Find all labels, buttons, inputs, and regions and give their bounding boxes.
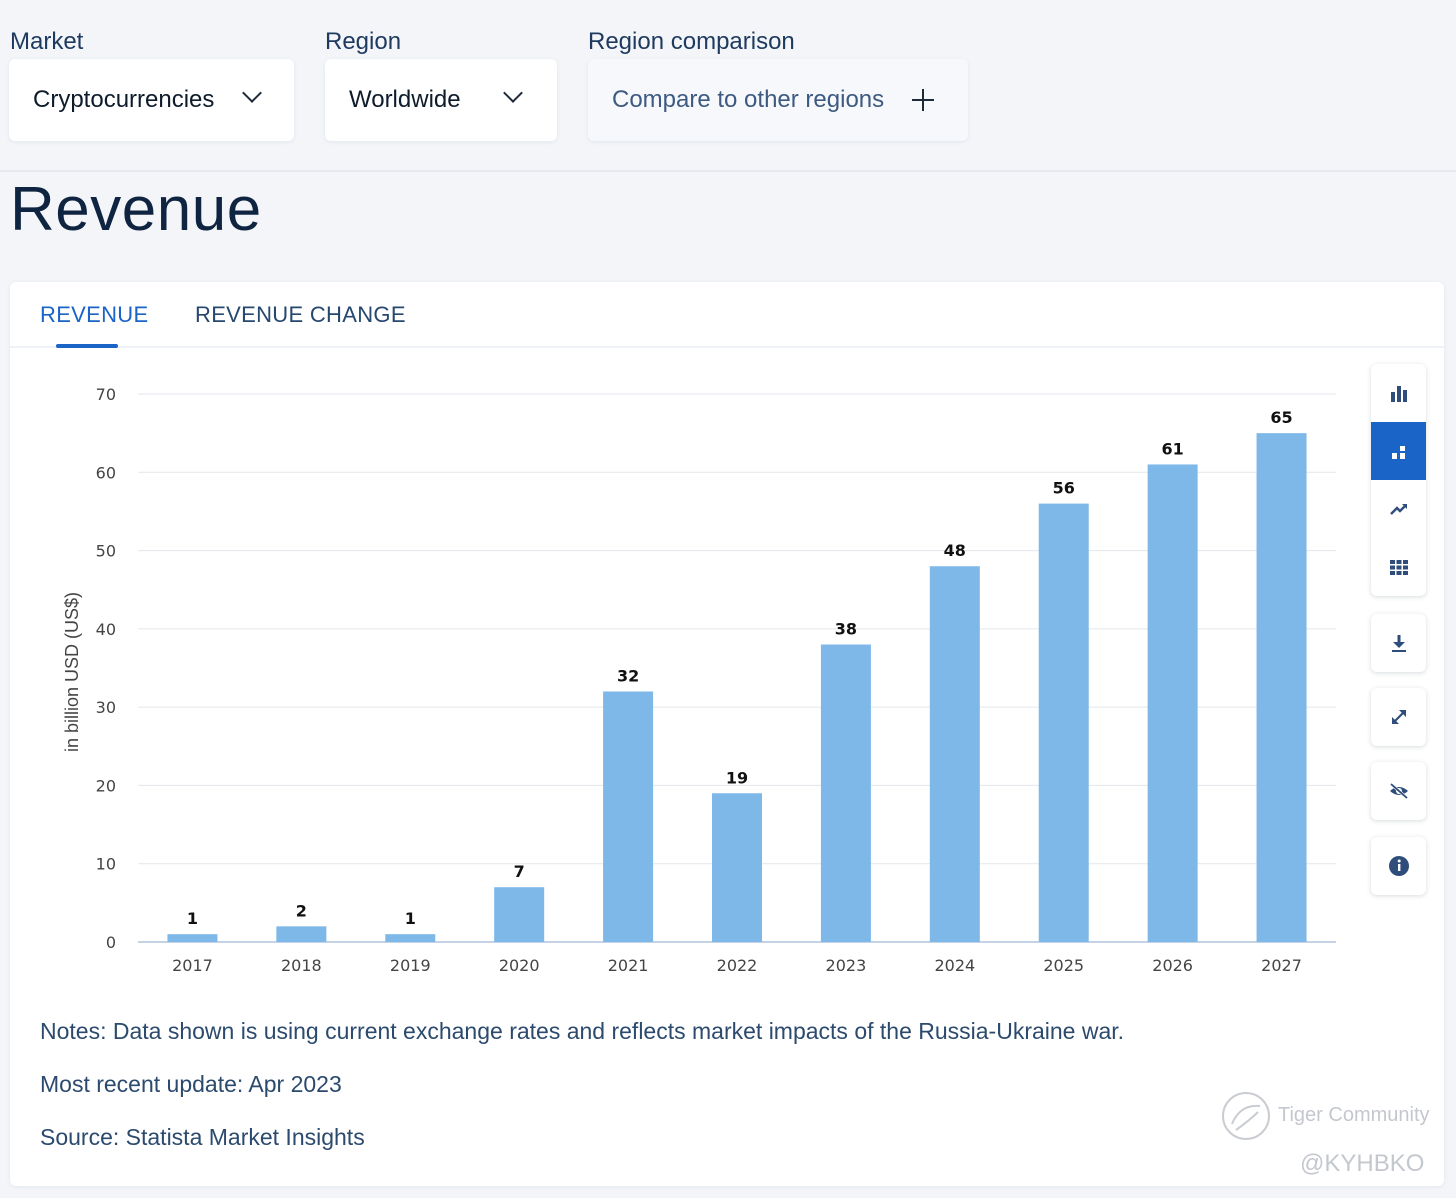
chart-notes: Notes: Data shown is using current excha…	[40, 1018, 1125, 1044]
chevron-down-icon	[503, 83, 523, 103]
region-select-value: Worldwide	[349, 86, 461, 113]
data-label-2021: 32	[617, 666, 639, 685]
data-label-2025: 56	[1053, 479, 1075, 498]
chart-tabs: REVENUE REVENUE CHANGE	[10, 282, 1444, 348]
market-select-value: Cryptocurrencies	[33, 86, 215, 113]
stacked-bar-view-button[interactable]	[1371, 422, 1426, 480]
bar-2027[interactable]	[1256, 433, 1307, 942]
chevron-down-icon	[242, 83, 262, 103]
y-tick-label: 10	[96, 855, 116, 874]
y-tick-label: 40	[96, 620, 116, 639]
y-tick-label: 50	[96, 542, 116, 561]
stacked-bar-icon	[1391, 446, 1405, 459]
data-label-2020: 7	[514, 862, 525, 881]
data-label-2026: 61	[1162, 439, 1184, 458]
info-button[interactable]	[1371, 837, 1426, 895]
watermark-logo	[1220, 1090, 1272, 1147]
y-tick-label: 60	[96, 463, 116, 482]
region-label: Region	[325, 28, 402, 55]
page-title: Revenue	[10, 175, 262, 244]
bar-2023[interactable]	[820, 644, 871, 942]
data-label-2027: 65	[1270, 408, 1292, 427]
hide-button[interactable]	[1371, 762, 1426, 820]
compare-regions-text: Compare to other regions	[612, 86, 885, 113]
chart-view-toolbar	[1371, 364, 1426, 596]
bar-2021[interactable]	[603, 691, 654, 942]
region-comparison-label: Region comparison	[588, 28, 795, 55]
market-label: Market	[10, 28, 84, 55]
data-label-2018: 2	[296, 901, 307, 920]
plus-icon	[912, 89, 934, 111]
compare-regions-button[interactable]: Compare to other regions	[588, 59, 968, 141]
table-view-button[interactable]	[1371, 538, 1426, 596]
info-toolbar	[1371, 837, 1426, 895]
bar-2022[interactable]	[712, 793, 762, 942]
x-tick-label: 2018	[281, 956, 322, 975]
watermark-handle: @KYHBKO	[1300, 1150, 1425, 1177]
data-label-2023: 38	[835, 620, 857, 639]
trend-line-view-button[interactable]	[1371, 480, 1426, 538]
expand-icon	[1391, 710, 1406, 724]
data-label-2017: 1	[187, 909, 198, 928]
table-grid-icon	[1389, 560, 1408, 575]
trend-line-icon	[1389, 504, 1407, 515]
active-tab-indicator	[56, 344, 118, 348]
bar-2024[interactable]	[929, 566, 980, 942]
y-tick-label: 0	[106, 933, 116, 952]
bar-2019[interactable]	[385, 934, 436, 942]
info-icon	[1388, 856, 1409, 876]
x-tick-label: 2017	[172, 956, 213, 975]
revenue-bar-chart: 0 10 20 30 40 50 60 70 2017 2018 2019 2020 2021 2022 2…	[62, 385, 1336, 975]
bar-2018[interactable]	[276, 926, 327, 942]
last-update: Most recent update: Apr 2023	[40, 1071, 342, 1097]
data-label-2024: 48	[944, 541, 966, 560]
download-icon	[1391, 635, 1406, 652]
bar-chart-icon	[1390, 386, 1407, 402]
x-tick-label: 2025	[1043, 956, 1084, 975]
tab-revenue-change[interactable]: REVENUE CHANGE	[195, 302, 406, 327]
source-note: Source: Statista Market Insights	[40, 1124, 365, 1150]
bar-2025[interactable]	[1038, 503, 1089, 942]
chart-axes: 0 10 20 30 40 50 60 70 2017 2018 2019 2020 2021 2022 2…	[96, 385, 1302, 975]
x-tick-label: 2021	[608, 956, 649, 975]
x-tick-label: 2022	[717, 956, 758, 975]
expand-button[interactable]	[1371, 688, 1426, 746]
data-label-2022: 19	[726, 768, 748, 787]
market-select[interactable]: Cryptocurrencies	[9, 59, 294, 141]
chart-bars	[167, 433, 1307, 942]
filter-bar: Market Cryptocurrencies Region Worldwide…	[0, 0, 1456, 172]
x-tick-label: 2020	[499, 956, 540, 975]
x-tick-label: 2024	[934, 956, 975, 975]
y-tick-label: 30	[96, 698, 116, 717]
region-select[interactable]: Worldwide	[325, 59, 557, 141]
hide-icon	[1389, 782, 1408, 800]
chart-card: REVENUE REVENUE CHANGE 0 10 20 30 40 50 60 70 20…	[10, 282, 1444, 1186]
bar-chart-view-button[interactable]	[1371, 364, 1426, 422]
x-tick-label: 2026	[1152, 956, 1193, 975]
x-tick-label: 2019	[390, 956, 431, 975]
tab-revenue[interactable]: REVENUE	[40, 302, 149, 327]
bar-2020[interactable]	[494, 887, 545, 942]
hide-toolbar	[1371, 762, 1426, 820]
x-tick-label: 2027	[1261, 956, 1302, 975]
bar-2017[interactable]	[167, 934, 218, 942]
tiger-logo-icon	[1222, 1092, 1270, 1140]
y-tick-label: 20	[96, 776, 116, 795]
data-label-2019: 1	[405, 909, 416, 928]
download-button[interactable]	[1371, 614, 1426, 672]
x-tick-label: 2023	[826, 956, 867, 975]
download-toolbar	[1371, 614, 1426, 672]
y-tick-label: 70	[96, 385, 116, 404]
expand-toolbar	[1371, 688, 1426, 746]
bar-2026[interactable]	[1147, 464, 1198, 942]
watermark-brand: Tiger Community	[1278, 1104, 1430, 1126]
y-axis-title: in billion USD (US$)	[62, 592, 82, 752]
